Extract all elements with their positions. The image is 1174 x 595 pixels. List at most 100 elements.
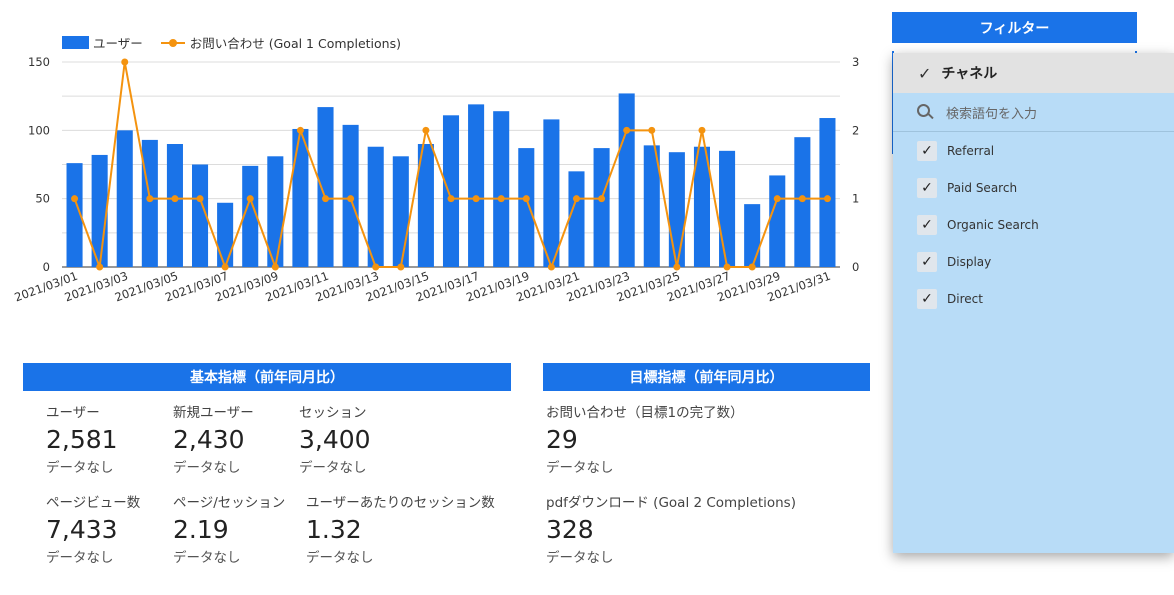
checkbox-checked-icon[interactable]: ✓ [917, 177, 937, 198]
bar-users [417, 144, 434, 267]
legend-line-swatch [160, 38, 185, 47]
filter-search-input[interactable]: 検索語句を入力 [893, 93, 1174, 132]
metric-pages-per-session: ページ/セッション 2.19 データなし [173, 491, 285, 566]
metric-new-users: 新規ユーザー 2,430 データなし [173, 401, 254, 476]
metric-label: お問い合わせ（目標1の完了数） [546, 405, 744, 421]
search-icon [917, 104, 933, 120]
metric-goal1: お問い合わせ（目標1の完了数） 29 データなし [546, 401, 744, 476]
bar-users [769, 175, 786, 267]
metric-comparison: データなし [546, 460, 614, 476]
goal-metrics-header: 目標指標（前年同月比） [543, 363, 870, 391]
bar-users [192, 164, 209, 267]
chart-plot: 05010015001232021/03/012021/03/032021/03… [12, 55, 859, 304]
metric-label: ユーザー [46, 405, 100, 421]
bar-users [668, 152, 685, 267]
metric-value: 2,581 [46, 425, 118, 454]
metric-value: 328 [546, 515, 594, 544]
point-goal1 [673, 263, 681, 271]
point-goal1 [422, 126, 430, 134]
basic-metrics-header: 基本指標（前年同月比） [23, 363, 511, 391]
filter-option-display[interactable]: ✓ Display [893, 243, 1174, 280]
combo-chart: ユーザー お問い合わせ (Goal 1 Completions) 0 50 100 1… [0, 0, 880, 330]
search-placeholder: 検索語句を入力 [946, 106, 1038, 122]
y-left-tick-label: 0 [43, 260, 50, 274]
filter-button[interactable]: フィルター [892, 12, 1137, 43]
metric-label: ページビュー数 [46, 495, 141, 511]
goal-metrics-title: 目標指標（前年同月比） [629, 370, 784, 386]
point-goal1 [472, 195, 480, 203]
legend-users-label: ユーザー [93, 36, 143, 51]
filter-option-label: Referral [947, 143, 995, 158]
bar-users [166, 144, 183, 267]
metric-label: 新規ユーザー [173, 405, 254, 421]
point-goal1 [447, 195, 455, 203]
bar-users [543, 119, 560, 268]
filter-option-organic-search[interactable]: ✓ Organic Search [893, 206, 1174, 243]
point-goal1 [723, 263, 731, 271]
metric-pageviews: ページビュー数 7,433 データなし [46, 491, 140, 566]
chart-legend: ユーザー お問い合わせ (Goal 1 Completions) [62, 33, 401, 52]
filter-option-direct[interactable]: ✓ Direct [893, 280, 1174, 317]
point-goal1 [572, 195, 580, 203]
bar-users [442, 115, 460, 267]
bar-users [693, 146, 710, 267]
bar-users [367, 146, 384, 267]
point-goal1 [497, 195, 505, 203]
point-goal1 [221, 263, 229, 271]
bar-users [392, 156, 409, 267]
metric-comparison: データなし [299, 460, 367, 476]
point-goal1 [347, 195, 355, 203]
point-goal1 [623, 126, 631, 134]
filter-button-label: フィルター [979, 20, 1050, 37]
point-goal1 [547, 263, 555, 271]
y-right-tick-label: 1 [852, 192, 859, 206]
point-goal1 [823, 195, 831, 203]
metric-value: 29 [546, 425, 578, 454]
bar-users [217, 202, 234, 267]
point-goal1 [196, 195, 204, 203]
legend-goal-label: お問い合わせ (Goal 1 Completions) [189, 36, 401, 51]
bar-users [242, 165, 259, 267]
metric-value: 3,400 [299, 425, 371, 454]
bar-users [292, 128, 309, 267]
check-icon: ✓ [918, 63, 932, 83]
point-goal1 [522, 195, 530, 203]
y-left-tick-label: 50 [35, 192, 50, 206]
metric-comparison: データなし [546, 550, 614, 566]
metric-users: ユーザー 2,581 データなし [46, 401, 118, 476]
filter-option-label: Display [947, 254, 992, 269]
filter-dropdown: ✓ チャネル 検索語句を入力 ✓ Referral ✓ Paid Search … [893, 53, 1174, 553]
metric-comparison: データなし [173, 550, 241, 566]
metric-value: 7,433 [46, 515, 118, 544]
point-goal1 [322, 195, 330, 203]
point-goal1 [598, 195, 606, 203]
metric-value: 2.19 [173, 515, 229, 544]
metric-comparison: データなし [46, 550, 114, 566]
filter-option-referral[interactable]: ✓ Referral [893, 132, 1174, 169]
metric-label: ユーザーあたりのセッション数 [306, 495, 495, 511]
checkbox-checked-icon[interactable]: ✓ [917, 251, 937, 272]
point-goal1 [296, 126, 304, 134]
metric-label: セッション [299, 405, 367, 421]
point-goal1 [698, 126, 706, 134]
y-left-tick-label: 150 [28, 55, 50, 69]
filter-select-all[interactable]: ✓ チャネル [893, 53, 1174, 93]
bar-users [116, 130, 133, 267]
metric-label: pdfダウンロード (Goal 2 Completions) [546, 495, 796, 511]
bar-users [317, 107, 334, 267]
filter-option-label: Organic Search [947, 217, 1039, 232]
filter-option-label: Direct [947, 291, 983, 306]
point-goal1 [146, 195, 154, 203]
checkbox-checked-icon[interactable]: ✓ [917, 214, 937, 235]
checkbox-checked-icon[interactable]: ✓ [917, 140, 937, 161]
bar-users [141, 139, 158, 267]
basic-metrics-title: 基本指標（前年同月比） [190, 370, 344, 386]
metric-comparison: データなし [306, 550, 374, 566]
bar-users [493, 111, 510, 267]
filter-option-paid-search[interactable]: ✓ Paid Search [893, 169, 1174, 206]
bar-users [744, 204, 761, 267]
bar-users [593, 148, 610, 267]
y-right-tick-label: 3 [852, 55, 859, 69]
point-goal1 [96, 263, 104, 271]
checkbox-checked-icon[interactable]: ✓ [917, 288, 937, 309]
